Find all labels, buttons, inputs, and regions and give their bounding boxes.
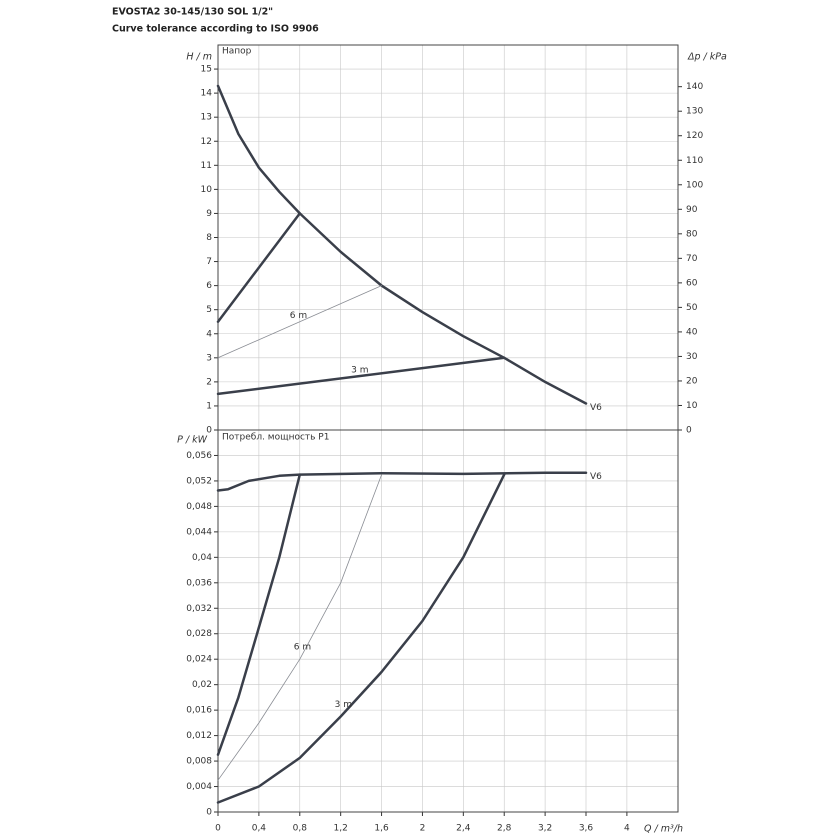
y-tick-label: 0 bbox=[206, 808, 212, 818]
y2-tick-label: 60 bbox=[686, 278, 698, 288]
y2-tick-label: 50 bbox=[686, 303, 698, 313]
y2-tick-label: 30 bbox=[686, 352, 698, 362]
series-label: 6 m bbox=[294, 643, 311, 653]
x-tick-label: 1,2 bbox=[334, 824, 348, 834]
y2-tick-label: 90 bbox=[686, 205, 698, 215]
curve bbox=[216, 473, 302, 756]
y-axis-label: P / kW bbox=[177, 435, 207, 446]
y-tick-label: 15 bbox=[201, 65, 212, 75]
y-tick-label: 3 bbox=[206, 353, 212, 363]
curve bbox=[216, 473, 506, 804]
x-axis-label: Q / m³/h bbox=[644, 824, 683, 835]
y2-tick-label: 100 bbox=[686, 180, 703, 190]
y2-tick-label: 120 bbox=[686, 131, 703, 141]
y-tick-label: 0,036 bbox=[186, 578, 212, 588]
y-tick-label: 0,024 bbox=[186, 655, 212, 665]
y2-tick-label: 130 bbox=[686, 107, 703, 117]
chart-subtitle: Curve tolerance according to ISO 9906 bbox=[112, 24, 319, 35]
x-tick-label: 1,6 bbox=[374, 824, 389, 834]
y-tick-label: 6 bbox=[206, 281, 212, 291]
y-tick-label: 4 bbox=[206, 329, 212, 339]
y-tick-label: 10 bbox=[201, 185, 213, 195]
y-tick-label: 5 bbox=[206, 305, 212, 315]
x-tick-label: 2,4 bbox=[456, 824, 471, 834]
y-tick-label: 11 bbox=[201, 161, 212, 171]
panel-label: Потребл. мощность P1 bbox=[222, 433, 329, 443]
y-tick-label: 9 bbox=[206, 209, 212, 219]
y-tick-label: 13 bbox=[201, 113, 212, 123]
y2-tick-label: 70 bbox=[686, 254, 698, 264]
y2-tick-label: 110 bbox=[686, 156, 703, 166]
x-tick-label: 4 bbox=[624, 824, 630, 834]
series-label: 6 m bbox=[290, 311, 307, 321]
y2-tick-label: 0 bbox=[686, 426, 692, 436]
y-tick-label: 0,016 bbox=[186, 706, 212, 716]
chart-title: EVOSTA2 30-145/130 SOL 1/2" bbox=[112, 7, 273, 18]
series-label: 3 m bbox=[335, 700, 352, 710]
y-tick-label: 0,012 bbox=[186, 731, 212, 741]
y2-tick-label: 80 bbox=[686, 229, 698, 239]
x-tick-label: 0,4 bbox=[252, 824, 267, 834]
y2-axis-label: Δp / kPa bbox=[687, 52, 727, 63]
curve bbox=[216, 212, 302, 323]
y-tick-label: 12 bbox=[201, 137, 212, 147]
y2-tick-label: 40 bbox=[686, 327, 698, 337]
y-tick-label: 14 bbox=[201, 89, 213, 99]
y-tick-label: 0 bbox=[206, 426, 212, 436]
y-tick-label: 0,056 bbox=[186, 451, 212, 461]
y-tick-label: 2 bbox=[206, 377, 212, 387]
y-tick-label: 8 bbox=[206, 233, 212, 243]
y2-tick-label: 10 bbox=[686, 401, 698, 411]
x-tick-label: 2,8 bbox=[497, 824, 512, 834]
curve bbox=[216, 356, 506, 396]
series-label: V6 bbox=[590, 472, 602, 482]
y-axis-label: H / m bbox=[186, 52, 212, 63]
curve bbox=[217, 285, 382, 359]
y-tick-label: 0,028 bbox=[186, 629, 212, 639]
y-tick-label: 7 bbox=[206, 257, 212, 267]
x-tick-label: 3,2 bbox=[538, 824, 552, 834]
y2-tick-label: 140 bbox=[686, 82, 703, 92]
series-label: V6 bbox=[590, 403, 602, 413]
x-tick-label: 3,6 bbox=[579, 824, 594, 834]
y-tick-label: 0,032 bbox=[186, 604, 212, 614]
x-tick-label: 0,8 bbox=[293, 824, 308, 834]
series-label: 3 m bbox=[351, 365, 368, 375]
y2-tick-label: 20 bbox=[686, 376, 698, 386]
y-tick-label: 0,004 bbox=[186, 782, 212, 792]
y-tick-label: 1 bbox=[206, 401, 212, 411]
y-tick-label: 0,02 bbox=[192, 680, 212, 690]
y-tick-label: 0,044 bbox=[186, 527, 212, 537]
y-tick-label: 0,048 bbox=[186, 502, 212, 512]
x-tick-label: 2 bbox=[420, 824, 426, 834]
curve bbox=[216, 84, 588, 405]
curve bbox=[217, 474, 382, 781]
y-tick-label: 0,04 bbox=[192, 553, 212, 563]
y-tick-label: 0,008 bbox=[186, 757, 212, 767]
y-tick-label: 0,052 bbox=[186, 476, 212, 486]
curve bbox=[216, 471, 588, 492]
x-tick-label: 0 bbox=[215, 824, 221, 834]
panel-label: Напор bbox=[222, 47, 252, 57]
plot-frame bbox=[217, 429, 679, 813]
